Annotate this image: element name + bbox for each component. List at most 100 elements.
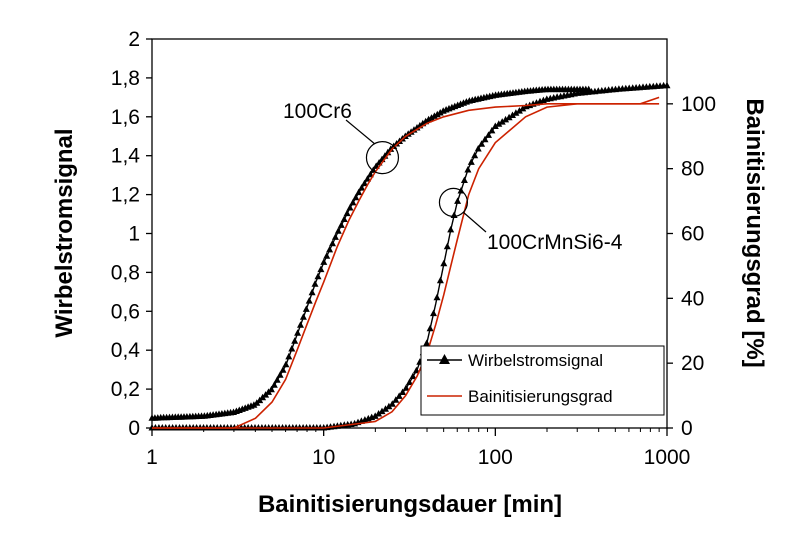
- data-point-wirbelstromsignal-100crmnsi6-4: [502, 115, 510, 123]
- data-point-wirbelstromsignal-100crmnsi6-4: [440, 259, 448, 267]
- data-point-wirbelstromsignal-100cr6: [320, 258, 328, 265]
- annotation-layer: 100Cr6 100CrMnSi6-4: [283, 100, 623, 254]
- data-point-wirbelstromsignal-100crmnsi6-4: [467, 158, 475, 165]
- data-point-wirbelstromsignal-100crmnsi6-4: [505, 113, 513, 121]
- annotation-circle-100cr6: [365, 141, 400, 175]
- data-point-wirbelstromsignal-100crmnsi6-4: [464, 166, 472, 173]
- data-point-wirbelstromsignal-100cr6: [317, 265, 325, 273]
- series-layer: [148, 81, 671, 431]
- data-point-wirbelstromsignal-100crmnsi6-4: [478, 140, 486, 147]
- data-point-wirbelstromsignal-100cr6: [352, 193, 360, 201]
- data-point-wirbelstromsignal-100crmnsi6-4: [430, 309, 437, 317]
- y-tick-label: 2: [128, 28, 140, 51]
- data-point-wirbelstromsignal-100crmnsi6-4: [402, 384, 410, 391]
- data-point-wirbelstromsignal-100cr6: [326, 245, 334, 253]
- data-point-wirbelstromsignal-100crmnsi6-4: [481, 135, 489, 143]
- data-point-wirbelstromsignal-100crmnsi6-4: [409, 372, 417, 380]
- data-point-wirbelstromsignal-100cr6: [337, 221, 345, 228]
- data-point-wirbelstromsignal-100crmnsi6-4: [382, 405, 389, 412]
- data-point-wirbelstromsignal-100crmnsi6-4: [378, 407, 386, 415]
- data-point-wirbelstromsignal-100cr6: [311, 280, 319, 287]
- annotation-label-100cr6: 100Cr6: [283, 100, 352, 123]
- data-point-wirbelstromsignal-100crmnsi6-4: [423, 339, 431, 346]
- data-point-wirbelstromsignal-100crmnsi6-4: [471, 151, 479, 159]
- data-point-wirbelstromsignal-100cr6: [334, 227, 342, 234]
- y-tick-label: 0,8: [111, 261, 140, 284]
- data-point-wirbelstromsignal-100cr6: [361, 179, 368, 187]
- data-point-wirbelstromsignal-100crmnsi6-4: [388, 400, 396, 407]
- data-point-wirbelstromsignal-100cr6: [323, 252, 331, 259]
- data-point-wirbelstromsignal-100cr6: [425, 115, 433, 123]
- data-point-wirbelstromsignal-100crmnsi6-4: [443, 242, 451, 250]
- data-point-wirbelstromsignal-100crmnsi6-4: [399, 388, 407, 395]
- y2-tick-label: 40: [681, 287, 704, 310]
- data-point-wirbelstromsignal-100crmnsi6-4: [491, 122, 499, 129]
- data-point-wirbelstromsignal-100cr6: [285, 352, 293, 360]
- y-axis-title: Wirbelstromsignal: [51, 128, 78, 337]
- data-point-wirbelstromsignal-100cr6: [273, 376, 281, 383]
- data-point-wirbelstromsignal-100cr6: [340, 215, 348, 222]
- legend-box: [420, 345, 665, 416]
- x-tick-label: 1000: [644, 446, 691, 469]
- data-point-wirbelstromsignal-100cr6: [343, 209, 351, 217]
- data-point-wirbelstromsignal-100cr6: [288, 345, 296, 352]
- y-tick-label: 1,6: [111, 106, 140, 129]
- data-point-wirbelstromsignal-100crmnsi6-4: [436, 276, 444, 284]
- annotation-leader-100crmnsi6-4: [463, 211, 487, 233]
- data-point-wirbelstromsignal-100cr6: [276, 371, 284, 378]
- data-point-wirbelstromsignal-100cr6: [358, 184, 366, 191]
- legend-label-bainitisierungsgrad: Bainitisierungsgrad: [468, 387, 613, 406]
- x-tick-label: 10: [312, 446, 335, 469]
- data-point-wirbelstromsignal-100crmnsi6-4: [488, 126, 496, 134]
- data-point-wirbelstromsignal-100crmnsi6-4: [412, 366, 420, 374]
- data-point-wirbelstromsignal-100crmnsi6-4: [663, 81, 671, 89]
- data-point-wirbelstromsignal-100crmnsi6-4: [392, 396, 400, 403]
- y2-tick-label: 100: [681, 93, 716, 116]
- data-point-wirbelstromsignal-100crmnsi6-4: [519, 104, 527, 112]
- data-point-wirbelstromsignal-100crmnsi6-4: [485, 131, 492, 138]
- legend: Wirbelstromsignal Bainitisierungsgrad: [420, 345, 665, 416]
- data-point-wirbelstromsignal-100cr6: [430, 112, 438, 119]
- y-tick-label: 0,4: [111, 339, 141, 362]
- data-point-wirbelstromsignal-100cr6: [299, 313, 307, 320]
- data-point-wirbelstromsignal-100cr6: [282, 360, 290, 368]
- data-point-wirbelstromsignal-100crmnsi6-4: [371, 412, 379, 419]
- annotation-circle-100crmnsi6-4: [438, 187, 469, 217]
- data-point-wirbelstromsignal-100cr6: [270, 381, 278, 388]
- data-point-wirbelstromsignal-100crmnsi6-4: [512, 109, 520, 116]
- data-point-wirbelstromsignal-100crmnsi6-4: [450, 211, 458, 218]
- y-tick-label: 1,2: [111, 184, 140, 207]
- data-point-wirbelstromsignal-100cr6: [267, 385, 275, 393]
- data-point-wirbelstromsignal-100cr6: [305, 297, 313, 304]
- data-point-wirbelstromsignal-100crmnsi6-4: [460, 176, 468, 183]
- data-point-wirbelstromsignal-100crmnsi6-4: [474, 145, 482, 152]
- y2-tick-label: 80: [681, 158, 704, 181]
- data-point-wirbelstromsignal-100cr6: [355, 188, 363, 196]
- data-point-wirbelstromsignal-100cr6: [346, 204, 354, 211]
- data-point-wirbelstromsignal-100crmnsi6-4: [495, 120, 503, 127]
- data-point-wirbelstromsignal-100cr6: [329, 239, 336, 247]
- x-tick-label: 1: [146, 446, 158, 469]
- y2-tick-label: 0: [681, 417, 693, 440]
- annotation-label-100crmnsi6-4: 100CrMnSi6-4: [487, 231, 623, 254]
- data-point-wirbelstromsignal-100cr6: [302, 305, 310, 312]
- axes-layer: 1 10 100 100000,20,40,60,811,21,41,61,82020…: [111, 28, 716, 469]
- data-point-wirbelstromsignal-100crmnsi6-4: [509, 111, 516, 118]
- series-line-bainitisierungsgrad-100crmnsi6-4: [152, 96, 660, 429]
- data-point-wirbelstromsignal-100crmnsi6-4: [385, 402, 393, 410]
- data-point-wirbelstromsignal-100cr6: [349, 198, 357, 206]
- y-tick-label: 1,4: [111, 145, 141, 168]
- data-point-wirbelstromsignal-100cr6: [428, 114, 435, 121]
- y2-tick-label: 20: [681, 352, 704, 375]
- data-point-wirbelstromsignal-100cr6: [250, 401, 258, 408]
- y-tick-label: 1: [128, 223, 140, 246]
- data-point-wirbelstromsignal-100crmnsi6-4: [426, 324, 434, 332]
- data-point-wirbelstromsignal-100cr6: [436, 109, 444, 116]
- legend-label-wirbelstromsignal: Wirbelstromsignal: [468, 351, 603, 370]
- y2-axis-title: Bainitisierungsgrad [%]: [741, 98, 768, 367]
- x-tick-label: 100: [478, 446, 513, 469]
- annotation-leader-100cr6: [345, 119, 375, 145]
- data-point-wirbelstromsignal-100crmnsi6-4: [515, 107, 523, 114]
- data-point-wirbelstromsignal-100cr6: [297, 321, 304, 328]
